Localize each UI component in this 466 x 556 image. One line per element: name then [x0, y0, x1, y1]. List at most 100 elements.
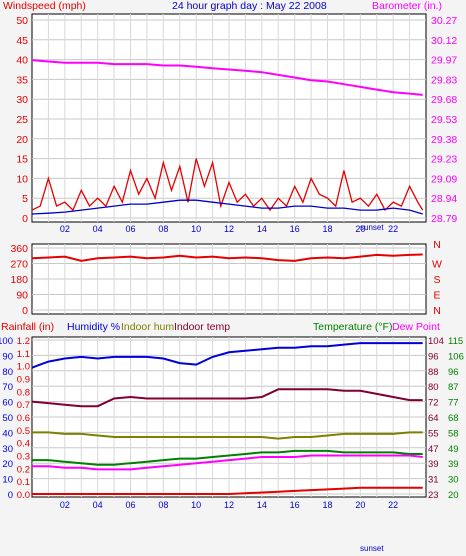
x-tick-label-top: 06 [125, 224, 135, 234]
baro-tick-label: 29.09 [431, 173, 457, 185]
compass-tick-label: N [433, 239, 441, 251]
indoor-temp-tick-label: 96 [428, 351, 439, 362]
temperature-tick-label: 77 [448, 398, 459, 409]
x-tick-label-bottom: 20 [355, 500, 365, 510]
wind-tick-label: 25 [16, 114, 28, 126]
temperature-tick-label: 49 [448, 444, 459, 455]
direction-tick-label: 180 [10, 274, 28, 286]
direction-tick-label: 90 [16, 290, 28, 302]
wind-tick-label: 45 [16, 35, 28, 47]
direction-tick-label: 270 [10, 259, 28, 271]
series-dew-point [32, 454, 423, 471]
compass-tick-label: E [433, 290, 440, 302]
x-tick-label-top: 12 [224, 224, 234, 234]
baro-tick-label: 29.68 [431, 94, 457, 106]
humidity-tick-label: 70 [2, 382, 13, 393]
rain-tick-label: 0.0 [17, 490, 30, 501]
rain-tick-label: 0.5 [17, 426, 30, 437]
wind-tick-label: 35 [16, 74, 28, 86]
rain-tick-label: 1.2 [17, 336, 30, 347]
series-temperature-f- [32, 449, 423, 466]
series-humidity- [31, 342, 423, 369]
humidity-tick-label: 60 [2, 398, 13, 409]
rain-tick-label: 0.4 [17, 439, 30, 450]
rain-tick-label: 0.3 [17, 452, 30, 463]
temperature-tick-label: 20 [448, 490, 459, 501]
humidity-tick-label: 40 [2, 428, 13, 439]
wind-tick-label: 10 [16, 173, 28, 185]
wind-tick-label: 30 [16, 94, 28, 106]
rain-tick-label: 1.1 [17, 349, 30, 360]
compass-tick-label: W [432, 259, 442, 271]
humidity-tick-label: 20 [2, 459, 13, 470]
x-tick-label-bottom: 08 [158, 500, 168, 510]
wind-tick-label: 0 [22, 213, 28, 225]
temperature-tick-label: 87 [448, 382, 459, 393]
series-barometer [31, 59, 423, 96]
compass-tick-label: N [433, 305, 441, 317]
direction-tick-label: 360 [10, 243, 28, 255]
baro-tick-label: 29.97 [431, 55, 457, 67]
indoor-temp-tick-label: 64 [428, 413, 439, 424]
indoor-temp-tick-label: 55 [428, 428, 439, 439]
x-tick-label-bottom: 16 [290, 500, 300, 510]
rain-tick-label: 0.9 [17, 375, 30, 386]
indoor-temp-tick-label: 47 [428, 444, 439, 455]
baro-tick-label: 29.53 [431, 114, 457, 126]
indoor-temp-tick-label: 31 [428, 475, 439, 486]
wind-tick-label: 20 [16, 134, 28, 146]
temperature-tick-label: 39 [448, 459, 459, 470]
x-tick-label-bottom: 12 [224, 500, 234, 510]
temperature-tick-label: 96 [448, 367, 459, 378]
temperature-label: Temperature (°F) [313, 321, 392, 333]
series-indoor-temp [31, 388, 423, 408]
temperature-tick-label: 58 [448, 428, 459, 439]
windspeed-label: Windspeed (mph) [3, 0, 86, 12]
indoor-temp-tick-label: 23 [428, 490, 439, 501]
baro-tick-label: 28.79 [431, 213, 457, 225]
indoor-temp-tick-label: 39 [428, 459, 439, 470]
humidity-label: Humidity % [67, 321, 120, 333]
indoor-temp-tick-label: 80 [428, 382, 439, 393]
series-indoor-hum [32, 431, 423, 440]
rain-tick-label: 0.7 [17, 400, 30, 411]
rain-tick-label: 0.2 [17, 464, 30, 475]
rain-tick-label: 1.0 [17, 362, 30, 373]
humidity-tick-label: 90 [2, 351, 13, 362]
x-tick-label-bottom: 04 [93, 500, 103, 510]
x-tick-label-top: 14 [257, 224, 267, 234]
humidity-tick-label: 30 [2, 444, 13, 455]
x-tick-label-bottom: 18 [322, 500, 332, 510]
baro-tick-label: 30.27 [431, 15, 457, 27]
x-tick-label-bottom: 22 [388, 500, 398, 510]
x-tick-label-top: 04 [93, 224, 103, 234]
x-tick-label-bottom: 14 [257, 500, 267, 510]
humidity-tick-label: 10 [2, 475, 13, 486]
x-tick-label-top: 18 [322, 224, 332, 234]
rain-tick-label: 0.6 [17, 413, 30, 424]
baro-tick-label: 29.23 [431, 154, 457, 166]
x-tick-label-top: 08 [158, 224, 168, 234]
rain-tick-label: 0.1 [17, 477, 30, 488]
series-wind-direction [31, 253, 423, 262]
barometer-label: Barometer (in.) [372, 0, 442, 12]
direction-tick-label: 0 [22, 305, 28, 317]
humidity-tick-label: 100 [0, 336, 13, 347]
wind-tick-label: 5 [22, 193, 28, 205]
series-wind-average [31, 199, 423, 215]
indoor-temp-label: Indoor temp [174, 321, 230, 333]
indoor-temp-tick-label: 104 [428, 336, 444, 347]
x-tick-label-top: 22 [388, 224, 398, 234]
series-wind-gust [31, 158, 424, 212]
wind-tick-label: 50 [16, 15, 28, 27]
baro-tick-label: 30.12 [431, 35, 457, 47]
wind-tick-label: 15 [16, 154, 28, 166]
temperature-tick-label: 68 [448, 413, 459, 424]
series-rainfall-in- [32, 486, 423, 495]
baro-tick-label: 28.94 [431, 193, 457, 205]
sunset-note-top: sunset [360, 223, 384, 232]
indoor-temp-tick-label: 72 [428, 398, 439, 409]
temperature-tick-label: 30 [448, 475, 459, 486]
